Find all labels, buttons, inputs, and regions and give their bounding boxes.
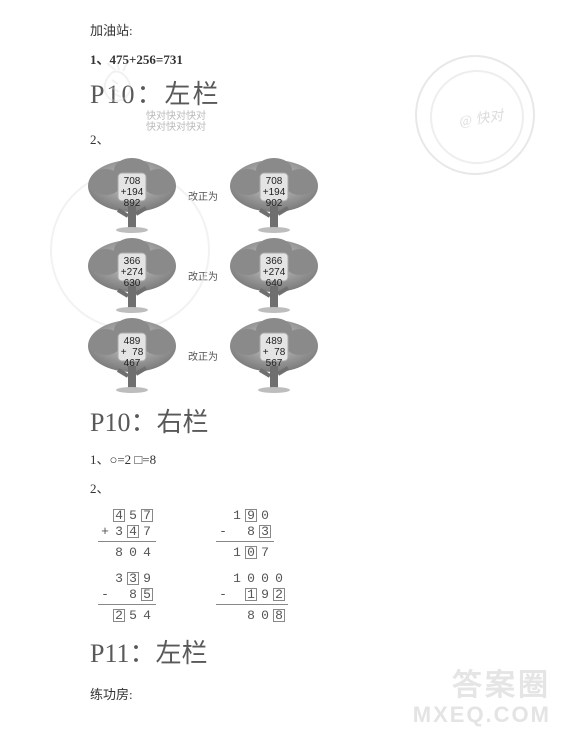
digit: 0 — [258, 508, 272, 523]
digit: 9 — [244, 508, 258, 523]
digit: 8 — [272, 608, 286, 623]
digit: 3 — [258, 524, 272, 539]
calc-rule — [98, 541, 156, 542]
tree-item: 489+ 78467 — [84, 316, 180, 394]
heading-p10-right: P10：右栏 — [90, 402, 535, 439]
digit: 8 — [244, 608, 258, 623]
digit: 0 — [244, 571, 258, 586]
digit: 1 — [230, 508, 244, 523]
tree-equation: 708+194892 — [121, 176, 144, 209]
digit: 3 — [112, 571, 126, 586]
station-label: 加油站: — [90, 20, 535, 39]
operator: - — [98, 587, 112, 602]
calc-line: -192 — [216, 586, 288, 602]
digit: 0 — [126, 545, 140, 560]
digit: 5 — [126, 508, 140, 523]
operator: - — [216, 587, 230, 602]
digit: 1 — [244, 587, 258, 602]
correct-label: 改正为 — [188, 188, 218, 203]
digit: 9 — [258, 587, 272, 602]
digit: 0 — [272, 571, 286, 586]
tree-equation: 489+ 78467 — [121, 336, 144, 369]
column-calculation: 190-83107 — [216, 507, 274, 560]
digit: 4 — [126, 524, 140, 539]
digit: 4 — [140, 608, 154, 623]
heading-p11-left: P11：左栏 — [90, 633, 535, 670]
calc-line: 457 — [98, 507, 156, 523]
tree-item: 489+ 78567 — [226, 316, 322, 394]
calc-line: 254 — [98, 607, 156, 623]
tree-row: 366+274630 改正为 366+274640 — [84, 236, 535, 314]
tree-equation: 708+194902 — [263, 176, 286, 209]
p10r-q2: 2、 — [90, 478, 535, 497]
p11l-label: 练功房: — [90, 684, 535, 703]
calc-rule — [216, 541, 274, 542]
column-calculation: 457+347804 — [98, 507, 156, 560]
math-row: 457+347804190-83107 — [98, 507, 535, 560]
operator: + — [98, 524, 112, 539]
tree-item: 708+194892 — [84, 156, 180, 234]
math-row: 339-852541000-192808 — [98, 570, 535, 623]
tree-row: 489+ 78467 改正为 489+ 78567 — [84, 316, 535, 394]
watermark-url: MXEQ.COM — [413, 702, 551, 728]
calc-line: 190 — [216, 507, 274, 523]
p10r-q1: 1、○=2 □=8 — [90, 449, 535, 468]
digit: 4 — [112, 508, 126, 523]
tree-row: 708+194892 改正为 708+194902 — [84, 156, 535, 234]
calc-line: 804 — [98, 544, 156, 560]
digit: 0 — [244, 545, 258, 560]
q1-text: 1、475+256=731 — [90, 49, 535, 68]
calc-line: -83 — [216, 523, 274, 539]
tree-equation: 366+274640 — [263, 256, 286, 289]
digit: 3 — [126, 571, 140, 586]
digit: 2 — [112, 608, 126, 623]
digit: 7 — [258, 545, 272, 560]
digit: 0 — [258, 608, 272, 623]
correct-label: 改正为 — [188, 268, 218, 283]
digit: 8 — [112, 545, 126, 560]
column-calculation: 1000-192808 — [216, 570, 288, 623]
heading-p10-left: P10：左栏 — [90, 74, 535, 111]
tree-grid: 708+194892改正为 708+194902 366+274 — [84, 156, 535, 394]
digit: 4 — [140, 545, 154, 560]
calc-rule — [98, 604, 156, 605]
digit: 2 — [272, 587, 286, 602]
tree-equation: 489+ 78567 — [263, 336, 286, 369]
correct-label: 改正为 — [188, 348, 218, 363]
digit: 8 — [126, 587, 140, 602]
operator: - — [216, 524, 230, 539]
calc-rule — [216, 604, 288, 605]
columnar-math-block: 457+347804190-83107339-852541000-192808 — [90, 507, 535, 623]
digit: 1 — [230, 545, 244, 560]
digit: 9 — [140, 571, 154, 586]
digit: 5 — [140, 587, 154, 602]
tree-item: 366+274630 — [84, 236, 180, 314]
digit: 1 — [230, 571, 244, 586]
calc-line: 339 — [98, 570, 156, 586]
digit: 8 — [244, 524, 258, 539]
tree-equation: 366+274630 — [121, 256, 144, 289]
digit: 7 — [140, 524, 154, 539]
digit: 7 — [140, 508, 154, 523]
tree-item: 366+274640 — [226, 236, 322, 314]
tiny-line-1: 快对快对快对 — [146, 111, 535, 122]
tree-item: 708+194902 — [226, 156, 322, 234]
digit: 0 — [258, 571, 272, 586]
calc-line: 808 — [216, 607, 288, 623]
calc-line: 1000 — [216, 570, 288, 586]
digit: 5 — [126, 608, 140, 623]
calc-line: 107 — [216, 544, 274, 560]
digit: 3 — [112, 524, 126, 539]
column-calculation: 339-85254 — [98, 570, 156, 623]
calc-line: +347 — [98, 523, 156, 539]
calc-line: -85 — [98, 586, 156, 602]
